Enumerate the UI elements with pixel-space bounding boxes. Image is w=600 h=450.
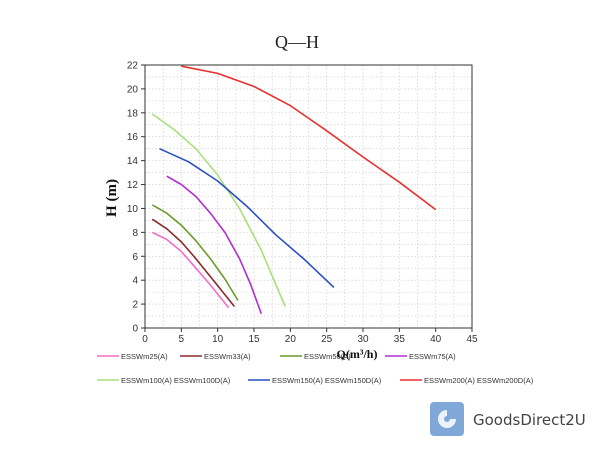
x-tick-label: 30 bbox=[357, 334, 369, 345]
x-tick-label: 10 bbox=[212, 334, 224, 345]
x-tick-label: 5 bbox=[179, 334, 185, 345]
x-tick-label: 25 bbox=[321, 334, 333, 345]
y-tick-label: 14 bbox=[127, 156, 139, 167]
series-lines bbox=[151, 65, 437, 314]
x-tick-label: 15 bbox=[248, 334, 260, 345]
series-line bbox=[151, 218, 236, 308]
legend-label: ESSWm150(A) ESSWm150D(A) bbox=[272, 376, 382, 385]
y-tick-label: 10 bbox=[127, 204, 139, 215]
legend-label: ESSWm50(A) bbox=[304, 352, 351, 361]
y-tick-label: 16 bbox=[127, 132, 139, 143]
brand-logo: GoodsDirect2U bbox=[430, 402, 586, 436]
series-line bbox=[159, 147, 335, 288]
y-tick-label: 20 bbox=[127, 84, 139, 95]
y-axis-label: H (m) bbox=[104, 179, 120, 217]
grid bbox=[145, 65, 472, 328]
series-line bbox=[166, 175, 263, 314]
x-tick-label: 20 bbox=[285, 334, 297, 345]
brand-name: GoodsDirect2U bbox=[473, 411, 586, 429]
y-tick-label: 22 bbox=[127, 61, 139, 72]
y-tick-label: 8 bbox=[132, 228, 138, 239]
y-tick-label: 4 bbox=[132, 276, 138, 287]
brand-logo-icon bbox=[430, 402, 464, 436]
legend-label: ESSWm100(A) ESSWm100D(A) bbox=[121, 376, 231, 385]
series-line bbox=[151, 204, 239, 301]
x-tick-label: 45 bbox=[466, 334, 478, 345]
axis-ticks: 0 5 10 15 20 25 30 35 40 45 0 2 4 6 8 10 12 14 16 18 20 22 bbox=[127, 61, 478, 346]
legend-label: ESSWm200(A) ESSWm200D(A) bbox=[424, 376, 534, 385]
x-axis-label: Q(m³/h) bbox=[337, 347, 378, 361]
x-tick-label: 35 bbox=[394, 334, 406, 345]
x-tick-label: 0 bbox=[142, 334, 148, 345]
plot-frame bbox=[144, 64, 473, 329]
x-tick-label: 40 bbox=[430, 334, 442, 345]
legend-label: ESSWm25(A) bbox=[121, 352, 168, 361]
legend: ESSWm25(A) ESSWm33(A) ESSWm50(A) ESSWm75(A)… bbox=[97, 352, 534, 385]
series-line bbox=[151, 231, 230, 309]
y-tick-label: 12 bbox=[127, 180, 139, 191]
y-tick-label: 2 bbox=[132, 300, 138, 311]
series-line bbox=[181, 65, 437, 211]
legend-label: ESSWm33(A) bbox=[204, 352, 251, 361]
series-line bbox=[151, 113, 286, 307]
chart-title: Q—H bbox=[275, 32, 319, 52]
refresh-arrow-icon bbox=[438, 410, 456, 428]
legend-label: ESSWm75(A) bbox=[409, 352, 456, 361]
y-tick-label: 18 bbox=[127, 108, 139, 119]
y-tick-label: 6 bbox=[132, 252, 138, 263]
y-tick-label: 0 bbox=[132, 324, 138, 335]
